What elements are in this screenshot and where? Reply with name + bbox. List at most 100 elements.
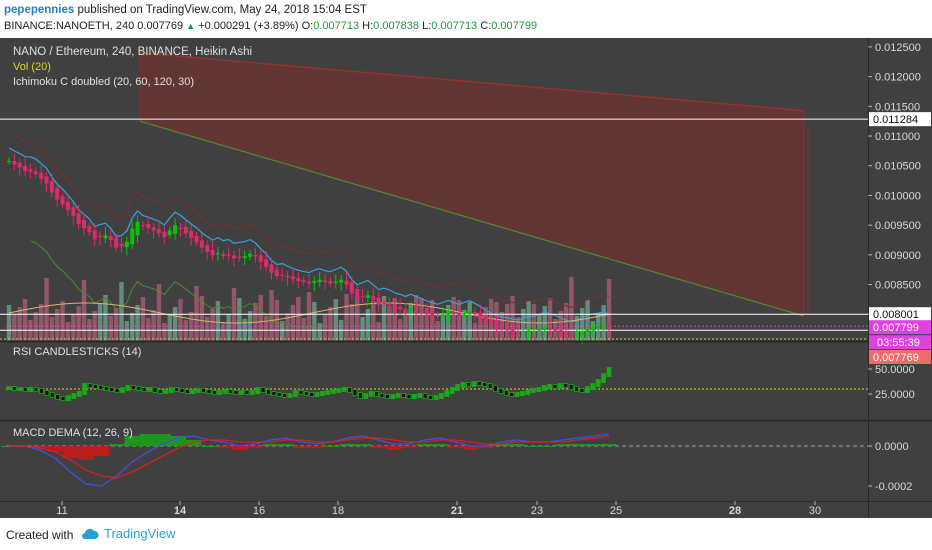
rsi-candle [147,387,152,392]
candle-body [494,322,499,328]
ichimoku-cloud [139,52,809,318]
volume-bar [215,301,221,341]
rsi-candle [157,389,163,394]
rsi-candle [206,389,212,394]
candle-body [87,226,92,233]
candle-body [483,315,488,322]
time-tick-label: 28 [729,505,741,517]
volume-bar [81,280,87,341]
volume-bar [108,316,113,341]
candle-body [505,328,510,331]
rsi-candle [22,387,28,392]
macd-histogram-bar [216,446,233,448]
macd-histogram-bar [62,446,79,458]
candle-body [248,253,253,257]
rsi-candle [233,390,239,395]
rsi-candle [244,390,250,395]
candle-body [124,241,129,248]
rsi-candle [444,390,450,397]
macd-histogram-bar [47,446,63,452]
volume-bar [263,316,269,341]
rsi-candle [347,387,352,393]
macd-histogram-bar [570,444,586,446]
volume-bar [49,317,55,341]
candle-body [387,304,392,306]
candle-body [601,324,606,327]
candle-body [178,227,183,230]
candle-body [23,166,28,172]
signal-line [9,435,610,479]
macd-histogram-bar [232,446,248,450]
rsi-candle [460,382,466,388]
author-link[interactable]: pepepennies [4,4,75,16]
rsi-candle [255,387,261,394]
rsi-candle [379,393,385,398]
volume-bar [269,290,274,341]
volume-bar [290,305,296,341]
candle-body [49,181,54,193]
volume-bar [17,307,22,341]
candle-body [467,311,472,315]
volume-bar [585,300,590,341]
quote-line: BINANCE:NANOETH, 240 0.007769 ▲ +0.00029… [4,20,537,32]
chart-canvas[interactable]: 0.012500 0.012000 0.011500 0.011000 0.010500… [0,38,932,518]
indicator-lines [8,130,610,329]
rsi-candle [179,388,185,393]
symbol-label: BINANCE:NANOETH, 240 [4,20,135,32]
candle-body [215,253,220,255]
volume-bar [381,296,387,341]
macd-histogram-bar [309,446,325,448]
published-text: published on TradingView.com, May 24, 20… [77,4,367,16]
candle-body [146,223,151,229]
candle-body [114,237,119,248]
candle-body [457,312,461,316]
macd-histogram-bar [478,446,494,448]
volume-bar [462,310,467,341]
rsi-candle [174,387,179,392]
volume-bar [221,322,226,341]
rsi-candle [471,381,477,387]
countdown-text: 03:55:39 [877,337,920,349]
candle-body [440,314,445,317]
candle-body [167,230,172,235]
candle-body [521,332,526,334]
candle-body [92,230,97,240]
rsi-candle [212,390,217,395]
rsi-candle [455,384,461,391]
rsi-candle [103,386,109,391]
volume-bar [526,301,531,341]
candle-body [162,231,167,238]
rsi-candle [201,388,206,393]
footer: Created with TradingView [0,518,932,550]
macd-line [9,433,610,487]
candle-body [237,256,242,258]
candle-body [274,269,279,277]
rsi-tick-label: 25.0000 [875,389,915,401]
tradingview-logo[interactable]: TradingView [80,526,176,541]
candle-body [44,176,49,184]
rsi-candle [44,390,50,396]
candle-body [478,312,483,318]
candle-body [98,235,103,238]
rsi-candle [33,387,39,392]
candle-body [33,171,38,175]
macd-histogram-bar [324,446,340,447]
volume-bar [124,321,130,341]
macd-histogram-bar [416,444,433,446]
macd-histogram-bar [355,444,371,446]
rsi-candle [390,394,396,399]
rsi-pane [6,367,868,401]
volume-bar [280,321,285,341]
macd-histogram-bar [339,444,356,446]
rsi-candle [49,392,55,398]
volume-bar [322,315,328,341]
candle-body [574,335,579,337]
candle-body [76,213,81,224]
rsi-candle [568,384,574,390]
rsi-candle [184,389,190,394]
rsi-candle [93,384,98,389]
candle-body [542,327,547,331]
rsi-candle [314,392,320,397]
time-tick-label: 23 [531,505,543,517]
rsi-candle [125,385,131,391]
